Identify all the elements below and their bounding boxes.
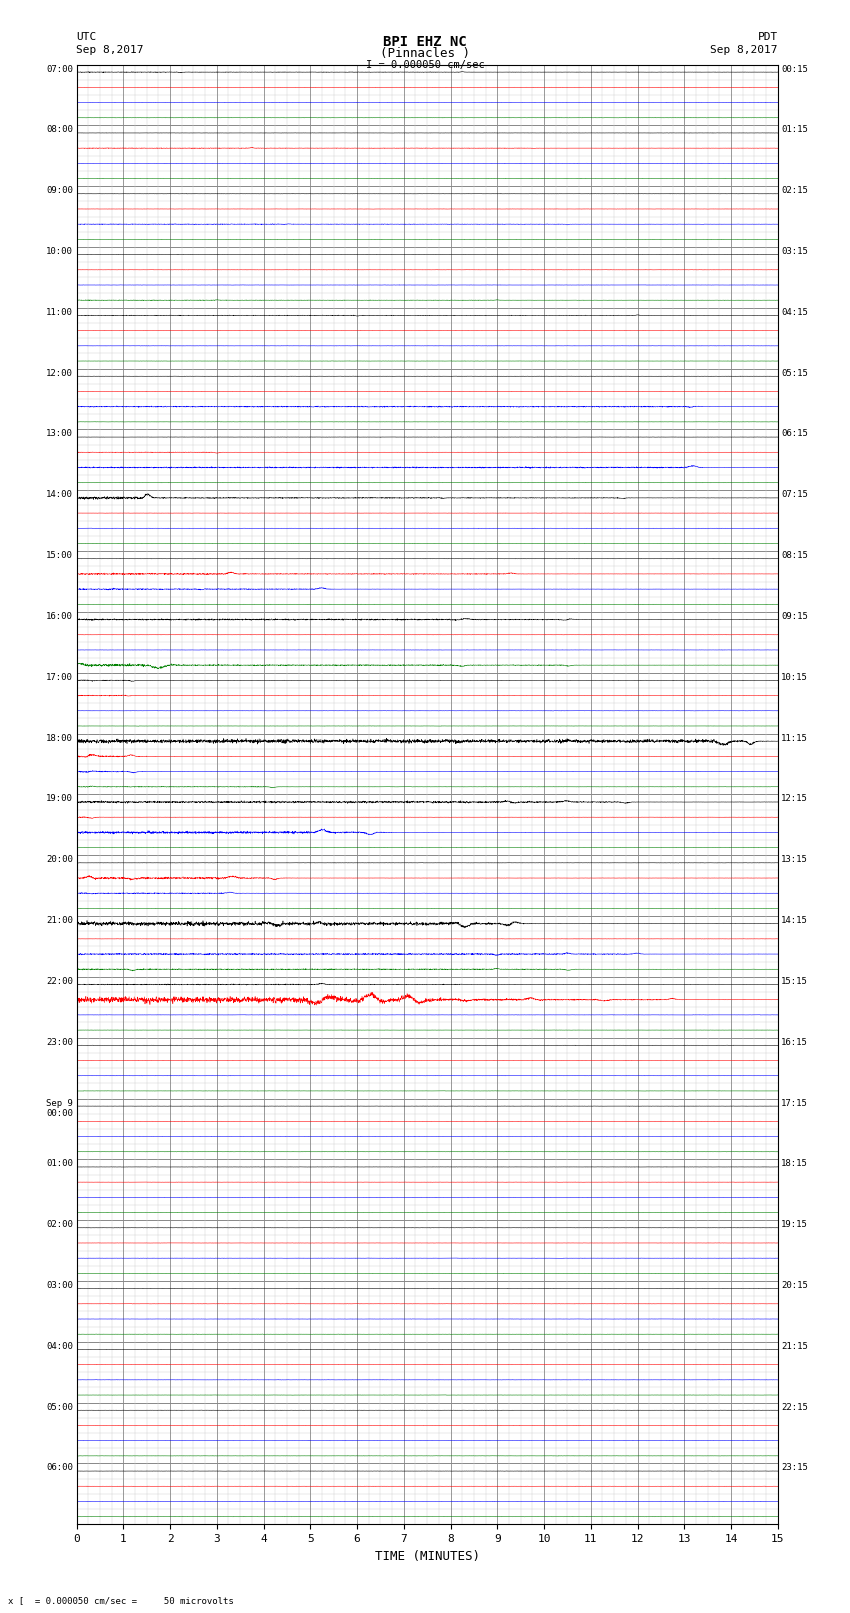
Text: 01:00: 01:00 [46, 1160, 73, 1168]
Text: 14:15: 14:15 [781, 916, 808, 924]
Text: 09:00: 09:00 [46, 185, 73, 195]
Text: 03:00: 03:00 [46, 1281, 73, 1290]
Text: 19:00: 19:00 [46, 794, 73, 803]
Text: 06:00: 06:00 [46, 1463, 73, 1473]
Text: 03:15: 03:15 [781, 247, 808, 256]
Text: 13:00: 13:00 [46, 429, 73, 439]
Text: 21:00: 21:00 [46, 916, 73, 924]
Text: 22:15: 22:15 [781, 1403, 808, 1411]
Text: 05:15: 05:15 [781, 369, 808, 377]
Text: 12:15: 12:15 [781, 794, 808, 803]
Text: 14:00: 14:00 [46, 490, 73, 500]
Text: 15:00: 15:00 [46, 552, 73, 560]
Text: 08:00: 08:00 [46, 126, 73, 134]
Text: 01:15: 01:15 [781, 126, 808, 134]
Text: 15:15: 15:15 [781, 977, 808, 986]
Text: Sep 9
00:00: Sep 9 00:00 [46, 1098, 73, 1118]
Text: UTC: UTC [76, 32, 97, 42]
Text: 09:15: 09:15 [781, 611, 808, 621]
Text: 02:15: 02:15 [781, 185, 808, 195]
Text: 06:15: 06:15 [781, 429, 808, 439]
Text: 23:15: 23:15 [781, 1463, 808, 1473]
Text: PDT: PDT [757, 32, 778, 42]
Text: 04:15: 04:15 [781, 308, 808, 316]
Text: BPI EHZ NC: BPI EHZ NC [383, 35, 467, 50]
Text: 19:15: 19:15 [781, 1219, 808, 1229]
Text: 04:00: 04:00 [46, 1342, 73, 1350]
Text: 17:15: 17:15 [781, 1098, 808, 1108]
Text: 10:00: 10:00 [46, 247, 73, 256]
Text: 10:15: 10:15 [781, 673, 808, 682]
Text: 16:00: 16:00 [46, 611, 73, 621]
Text: 16:15: 16:15 [781, 1037, 808, 1047]
Text: I = 0.000050 cm/sec: I = 0.000050 cm/sec [366, 60, 484, 69]
Text: 13:15: 13:15 [781, 855, 808, 865]
Text: 12:00: 12:00 [46, 369, 73, 377]
Text: 21:15: 21:15 [781, 1342, 808, 1350]
Text: x [  = 0.000050 cm/sec =     50 microvolts: x [ = 0.000050 cm/sec = 50 microvolts [8, 1595, 235, 1605]
Text: Sep 8,2017: Sep 8,2017 [711, 45, 778, 55]
Text: (Pinnacles ): (Pinnacles ) [380, 47, 470, 60]
Text: 18:15: 18:15 [781, 1160, 808, 1168]
Text: Sep 8,2017: Sep 8,2017 [76, 45, 144, 55]
Text: 17:00: 17:00 [46, 673, 73, 682]
Text: 02:00: 02:00 [46, 1219, 73, 1229]
Text: 20:00: 20:00 [46, 855, 73, 865]
Text: 11:15: 11:15 [781, 734, 808, 742]
Text: 20:15: 20:15 [781, 1281, 808, 1290]
Text: 18:00: 18:00 [46, 734, 73, 742]
X-axis label: TIME (MINUTES): TIME (MINUTES) [375, 1550, 479, 1563]
Text: 05:00: 05:00 [46, 1403, 73, 1411]
Text: 08:15: 08:15 [781, 552, 808, 560]
Text: 00:15: 00:15 [781, 65, 808, 74]
Text: 23:00: 23:00 [46, 1037, 73, 1047]
Text: 11:00: 11:00 [46, 308, 73, 316]
Text: 22:00: 22:00 [46, 977, 73, 986]
Text: 07:00: 07:00 [46, 65, 73, 74]
Text: 07:15: 07:15 [781, 490, 808, 500]
